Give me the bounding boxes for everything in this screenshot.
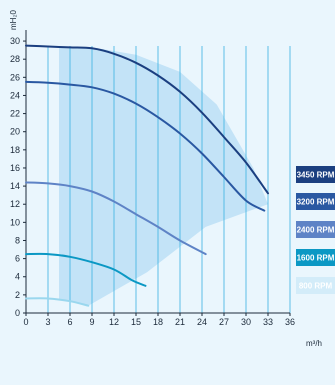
y-tick-label: 4 [15, 272, 20, 282]
x-tick-label: 0 [23, 317, 28, 327]
legend-swatch-1600 [296, 249, 335, 266]
series-line-3450 [25, 44, 269, 195]
legend-label-3200: 3200 RPM [297, 198, 335, 207]
x-axis-label: m³/h [306, 339, 322, 348]
grid-layer [47, 46, 291, 313]
y-tick-label: 6 [15, 254, 20, 264]
y-axis-label: mH₂0 [9, 9, 18, 30]
y-tick-label: 28 [10, 54, 20, 64]
y-tick-label: 24 [10, 90, 20, 100]
legend-label-2400: 2400 RPM [297, 226, 335, 235]
x-tick-label: 36 [285, 317, 295, 327]
y-tick-label: 26 [10, 72, 20, 82]
y-tick-label: 10 [10, 217, 20, 227]
x-tick-label: 33 [263, 317, 273, 327]
series-line-3200 [25, 80, 266, 212]
x-tick-label: 27 [219, 317, 229, 327]
series-layer [25, 44, 269, 307]
y-tick-label: 12 [10, 199, 20, 209]
x-tick-label: 24 [197, 317, 207, 327]
y-tick-label: 30 [10, 36, 20, 46]
x-tick-label: 21 [175, 317, 185, 327]
legend-swatch-3200 [296, 193, 335, 210]
x-tick-label: 6 [67, 317, 72, 327]
y-tick-label: 20 [10, 127, 20, 137]
y-tick-label: 16 [10, 163, 20, 173]
y-tick-label: 22 [10, 109, 20, 119]
legend-swatch-3450 [296, 166, 335, 183]
series-line-800 [25, 297, 90, 307]
x-tick-label: 3 [45, 317, 50, 327]
operating-area-layer [59, 46, 268, 306]
y-tick-label: 0 [15, 308, 20, 318]
legend-label-3450: 3450 RPM [297, 171, 335, 180]
x-tick-label: 15 [131, 317, 141, 327]
y-tick-label: 14 [10, 181, 20, 191]
x-tick-label: 30 [241, 317, 251, 327]
legend-label-800: 800 RPM [299, 282, 333, 291]
x-tick-label: 18 [153, 317, 163, 327]
legend-swatch-2400 [296, 221, 335, 238]
y-tick-label: 8 [15, 235, 20, 245]
x-tick-label: 12 [109, 317, 119, 327]
legend-label-1600: 1600 RPM [297, 254, 335, 263]
y-tick-label: 2 [15, 290, 20, 300]
series-line-1600 [25, 252, 147, 287]
legend: 3450 RPM 3200 RPM 2400 RPM 1600 RPM 800 RPM [296, 166, 335, 294]
legend-swatch-800 [296, 277, 335, 294]
y-tick-label: 18 [10, 145, 20, 155]
x-tick-label: 9 [89, 317, 94, 327]
operating-area [59, 46, 268, 306]
series-line-2400 [25, 181, 207, 256]
